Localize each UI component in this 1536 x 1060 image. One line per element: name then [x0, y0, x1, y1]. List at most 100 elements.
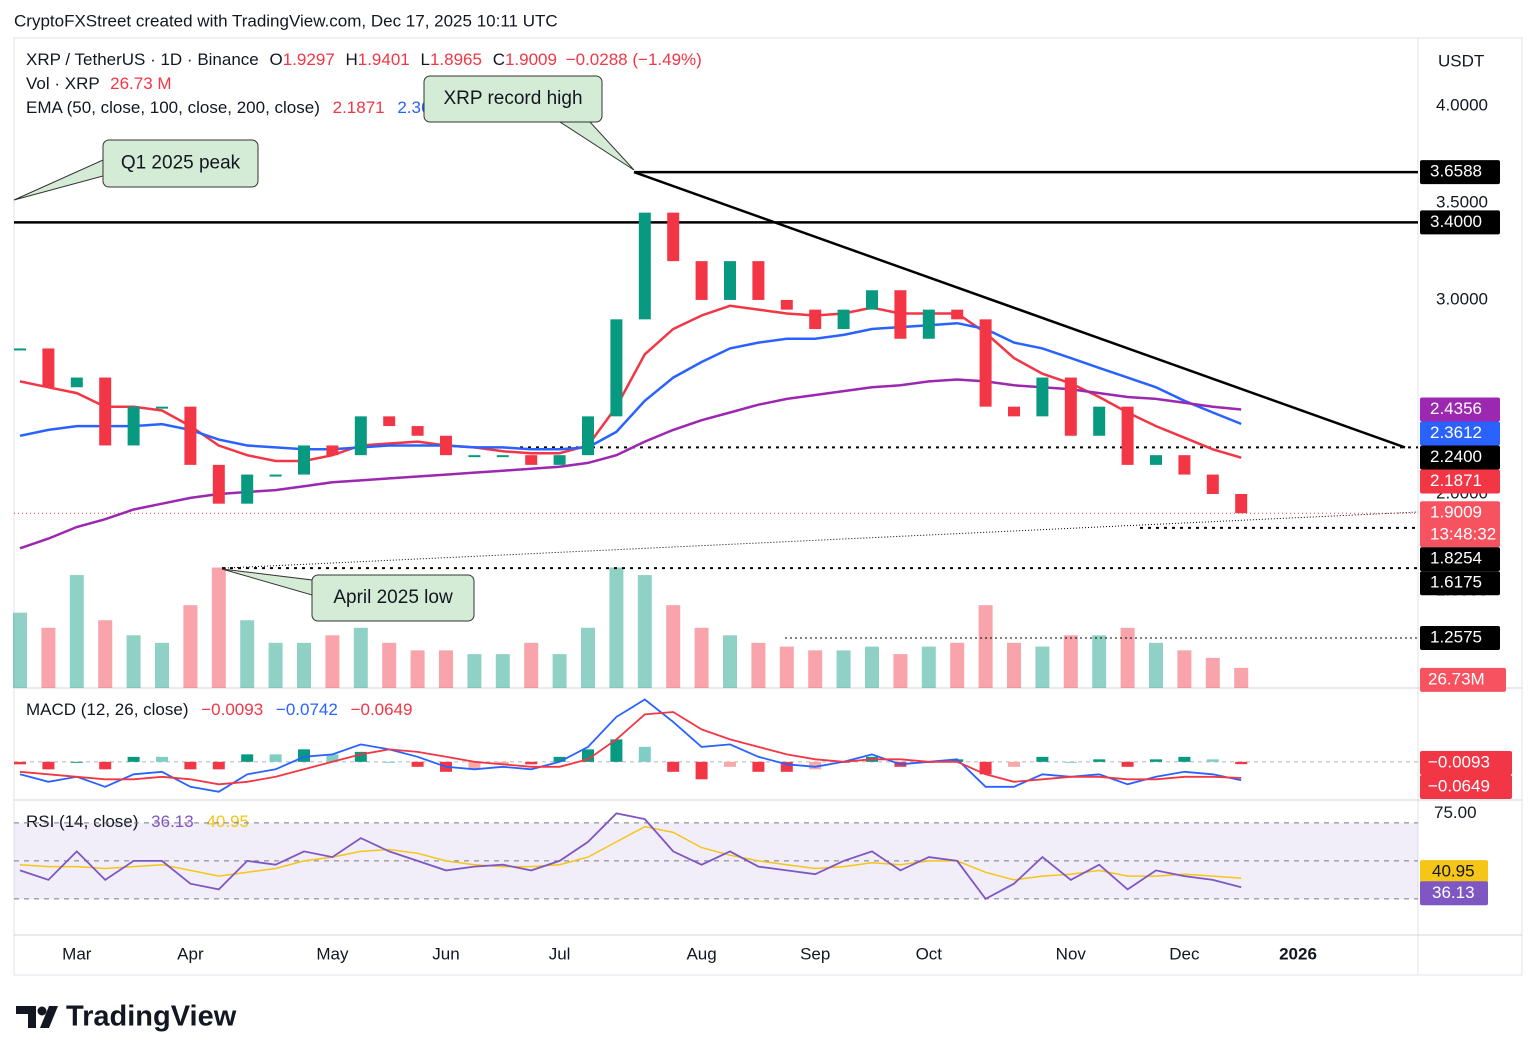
candle	[724, 261, 736, 300]
callout-text: XRP record high	[443, 88, 582, 109]
macd-label: −0.0649	[1428, 776, 1490, 795]
price-label-box	[1420, 397, 1500, 422]
volume-bar	[98, 620, 113, 688]
x-tick-label: Jul	[549, 944, 571, 963]
macd-histogram	[667, 761, 680, 772]
callout-text: April 2025 low	[333, 587, 453, 608]
ema-line	[19, 378, 1242, 550]
candle	[298, 445, 310, 475]
macd-histogram	[1093, 759, 1106, 762]
legend-volume: Vol · XRP 26.73 M	[26, 74, 172, 93]
macd-histogram	[1178, 756, 1191, 762]
candle	[894, 290, 907, 339]
volume-bar	[126, 635, 141, 688]
volume-bar	[325, 635, 340, 688]
macd-histogram	[14, 761, 26, 765]
macd-histogram	[1121, 761, 1134, 767]
volume-bar	[779, 646, 794, 688]
volume-bar	[1177, 650, 1192, 688]
volume-bar	[1205, 657, 1220, 688]
volume-bar	[297, 642, 311, 688]
volume-bar	[1120, 627, 1135, 688]
macd-histogram	[951, 759, 964, 762]
label: L	[420, 50, 429, 69]
macd-histogram	[468, 761, 481, 770]
volume-bar	[240, 620, 255, 688]
macd-histogram	[212, 761, 225, 770]
price-label: 3.6588	[1430, 162, 1482, 181]
volume-bar	[808, 650, 823, 688]
macd-histogram	[411, 761, 424, 767]
ema-line	[19, 304, 1242, 463]
x-tick-label: 2026	[1279, 944, 1317, 963]
low: 1.8965	[430, 50, 482, 69]
candle	[212, 464, 225, 504]
volume-bar	[13, 612, 27, 688]
volume-bar	[893, 654, 908, 688]
macd-value: −0.0649	[351, 700, 413, 719]
label: O	[270, 50, 283, 69]
attribution: CryptoFXStreet created with TradingView.…	[14, 11, 558, 30]
volume-bar	[581, 627, 595, 688]
y-tick-label: 3.0000	[1436, 289, 1488, 308]
y-tick-label: 3.5000	[1436, 192, 1488, 211]
price-label-box	[1420, 860, 1488, 885]
macd-histogram	[496, 761, 509, 765]
legend-macd: MACD (12, 26, close) −0.0093 −0.0742 −0.…	[26, 700, 413, 719]
macd-histogram	[638, 746, 651, 762]
macd-histogram	[1235, 761, 1248, 765]
candle	[184, 406, 197, 465]
price-label-box	[1420, 626, 1500, 651]
candle	[440, 435, 452, 456]
candle	[752, 261, 765, 300]
volume-bar	[637, 575, 652, 688]
price-label-box	[1420, 775, 1512, 799]
x-tick-label: Dec	[1169, 944, 1200, 963]
volume-bar	[751, 642, 766, 688]
candle	[127, 406, 140, 446]
price-label-box	[1420, 571, 1500, 596]
macd-histogram	[525, 761, 538, 765]
x-tick-label: Mar	[62, 944, 92, 963]
x-tick-label: Sep	[800, 944, 830, 963]
candle	[1064, 377, 1077, 436]
volume-bar	[552, 654, 567, 688]
x-tick-label: Nov	[1056, 944, 1087, 963]
callout-pointer	[558, 121, 635, 171]
macd-histogram	[127, 756, 140, 762]
candle	[525, 455, 538, 465]
candle	[553, 455, 566, 465]
callout-box	[102, 139, 259, 188]
volume-bar	[1092, 635, 1107, 688]
volume-bar	[69, 575, 84, 688]
macd-histogram	[582, 749, 594, 762]
price-label: 1.8254	[1430, 549, 1482, 568]
candle	[42, 348, 55, 388]
macd-histogram	[1036, 756, 1049, 762]
macd-histogram	[269, 754, 282, 762]
candle	[809, 309, 822, 330]
price-label: 1.2575	[1430, 628, 1482, 647]
label: EMA (50, close, 100, close, 200, close)	[26, 98, 320, 117]
candle	[99, 377, 112, 446]
candle	[14, 348, 26, 351]
price-label-box	[1420, 547, 1500, 572]
volume-bar	[1149, 642, 1163, 688]
macd-histogram	[979, 761, 992, 775]
macd-histogram	[724, 761, 736, 767]
volume-bar	[978, 605, 993, 688]
rsi-label: 36.13	[1432, 883, 1475, 902]
price-label-box	[1420, 667, 1506, 692]
macd-histogram	[1206, 759, 1219, 762]
volume-label: 26.73M	[1428, 669, 1485, 688]
candle	[383, 416, 396, 427]
macd-histogram	[780, 761, 793, 772]
macd-histogram	[184, 761, 197, 770]
callout-box	[423, 75, 603, 123]
macd-histogram	[326, 754, 339, 762]
candle	[1008, 406, 1020, 417]
volume-bar	[524, 642, 539, 688]
price-label-box	[1420, 445, 1500, 470]
legend-rsi: RSI (14, close) 36.13 40.95	[26, 812, 249, 831]
candle	[638, 212, 651, 320]
